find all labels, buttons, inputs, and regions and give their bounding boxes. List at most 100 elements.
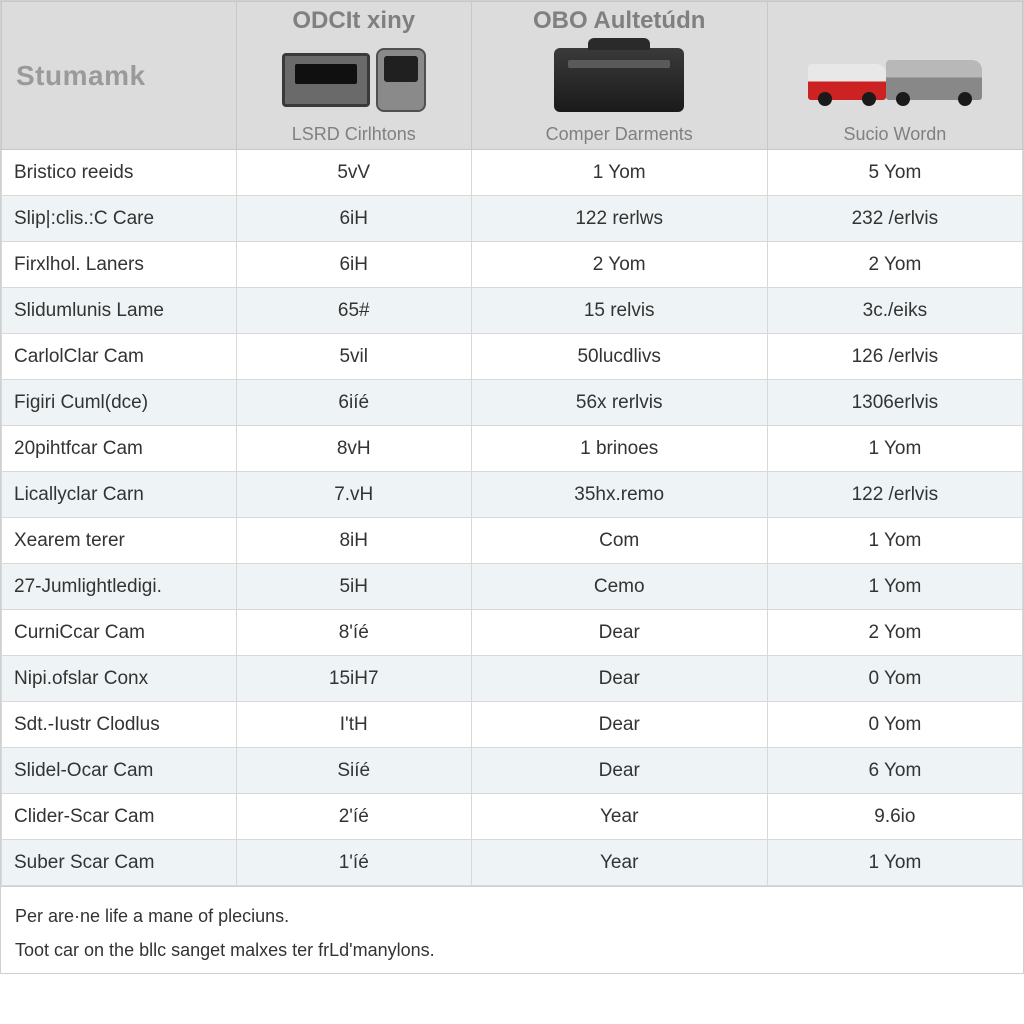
header-cell-2: OBO Aultetúdn Comper Darments: [471, 2, 767, 150]
header-cell-3: Sucio Wordn: [767, 2, 1022, 150]
table-cell: Slip|:clis.:C Care: [2, 196, 237, 242]
table-cell: 2 Yom: [471, 242, 767, 288]
table-row: Firxlhol. Laners6iH2 Yom2 Yom: [2, 242, 1023, 288]
table-cell: Xearem terer: [2, 518, 237, 564]
device-icon: [282, 53, 370, 107]
table-cell: Firxlhol. Laners: [2, 242, 237, 288]
table-cell: 1 Yom: [767, 426, 1022, 472]
table-cell: Suber Scar Cam: [2, 840, 237, 886]
table-cell: 27-Jumlightledigi.: [2, 564, 237, 610]
table-cell: 6iH: [236, 196, 471, 242]
table-cell: CurniCcar Cam: [2, 610, 237, 656]
table-cell: Dear: [471, 748, 767, 794]
table-cell: 6iíé: [236, 380, 471, 426]
table-cell: 7.vH: [236, 472, 471, 518]
table-cell: Cemo: [471, 564, 767, 610]
table-cell: 50lucdlivs: [471, 334, 767, 380]
table-row: Figiri Cuml(dce)6iíé56x rerlvis1306erlvi…: [2, 380, 1023, 426]
table-row: Xearem terer8iHCom1 Yom: [2, 518, 1023, 564]
table-cell: 122 /erlvis: [767, 472, 1022, 518]
table-row: Suber Scar Cam1'íéYear1 Yom: [2, 840, 1023, 886]
comparison-table-container: Stumamk ODCIt xiny LSRD Cirlhtons: [0, 0, 1024, 974]
header-image-devices: [241, 38, 467, 122]
comparison-table: Stumamk ODCIt xiny LSRD Cirlhtons: [1, 1, 1023, 886]
header-cell-0: Stumamk: [2, 2, 237, 150]
table-cell: 122 rerlws: [471, 196, 767, 242]
table-cell: Clider-Scar Cam: [2, 794, 237, 840]
table-cell: Com: [471, 518, 767, 564]
table-row: Slidumlunis Lame65#15 relvis3c./eiks: [2, 288, 1023, 334]
table-cell: 8vH: [236, 426, 471, 472]
header-subtitle-1: LSRD Cirlhtons: [292, 124, 416, 145]
header-subtitle-3: Sucio Wordn: [844, 124, 947, 145]
table-row: Nipi.ofslar Conx15iH7Dear0 Yom: [2, 656, 1023, 702]
table-row: Bristico reeids5vV1 Yom5 Yom: [2, 150, 1023, 196]
table-row: Sdt.-Iustr ClodlusI'tHDear0 Yom: [2, 702, 1023, 748]
car-red-icon: [808, 64, 886, 100]
table-cell: 232 /erlvis: [767, 196, 1022, 242]
table-cell: 1 brinoes: [471, 426, 767, 472]
table-cell: 5 Yom: [767, 150, 1022, 196]
table-row: Clider-Scar Cam2'íéYear9.6io: [2, 794, 1023, 840]
table-cell: 2 Yom: [767, 610, 1022, 656]
table-cell: 1 Yom: [767, 564, 1022, 610]
table-cell: 6 Yom: [767, 748, 1022, 794]
table-cell: Siíé: [236, 748, 471, 794]
table-cell: 15 relvis: [471, 288, 767, 334]
table-cell: 9.6io: [767, 794, 1022, 840]
table-row: Slidel-Ocar CamSiíéDear6 Yom: [2, 748, 1023, 794]
table-cell: Licallyclar Carn: [2, 472, 237, 518]
table-cell: 20pihtfcar Cam: [2, 426, 237, 472]
table-cell: 2 Yom: [767, 242, 1022, 288]
table-cell: Year: [471, 794, 767, 840]
table-cell: 1'íé: [236, 840, 471, 886]
table-header-row: Stumamk ODCIt xiny LSRD Cirlhtons: [2, 2, 1023, 150]
header-title-1: ODCIt xiny: [292, 8, 415, 34]
footer-note-line: Per are·ne life a mane of pleciuns.: [15, 899, 1009, 933]
header-cell-1: ODCIt xiny LSRD Cirlhtons: [236, 2, 471, 150]
table-cell: Figiri Cuml(dce): [2, 380, 237, 426]
table-cell: Slidel-Ocar Cam: [2, 748, 237, 794]
header-title-3: [892, 8, 899, 34]
table-cell: 35hx.remo: [471, 472, 767, 518]
header-title-0: Stumamk: [16, 60, 146, 92]
table-cell: 8iH: [236, 518, 471, 564]
table-cell: 0 Yom: [767, 656, 1022, 702]
scanner-icon: [376, 48, 426, 112]
car-grey-icon: [886, 60, 982, 100]
table-cell: 65#: [236, 288, 471, 334]
table-cell: 8'íé: [236, 610, 471, 656]
table-cell: 5vil: [236, 334, 471, 380]
table-cell: 15iH7: [236, 656, 471, 702]
header-subtitle-2: Comper Darments: [546, 124, 693, 145]
table-cell: CarlolClar Cam: [2, 334, 237, 380]
table-cell: Year: [471, 840, 767, 886]
table-cell: 3c./eiks: [767, 288, 1022, 334]
header-image-cars: [772, 38, 1018, 122]
footer-note-line: Toot car on the bllc sanget malxes ter f…: [15, 933, 1009, 967]
table-cell: Dear: [471, 656, 767, 702]
table-row: 20pihtfcar Cam8vH1 brinoes1 Yom: [2, 426, 1023, 472]
table-row: CurniCcar Cam8'íéDear2 Yom: [2, 610, 1023, 656]
table-cell: Dear: [471, 610, 767, 656]
table-cell: 56x rerlvis: [471, 380, 767, 426]
table-cell: 1306erlvis: [767, 380, 1022, 426]
table-cell: 1 Yom: [471, 150, 767, 196]
table-cell: I'tH: [236, 702, 471, 748]
table-cell: Dear: [471, 702, 767, 748]
table-cell: 1 Yom: [767, 518, 1022, 564]
table-cell: 2'íé: [236, 794, 471, 840]
table-cell: 5vV: [236, 150, 471, 196]
table-cell: 1 Yom: [767, 840, 1022, 886]
table-row: 27-Jumlightledigi.5iHCemo1 Yom: [2, 564, 1023, 610]
table-row: Slip|:clis.:C Care6iH122 rerlws232 /erlv…: [2, 196, 1023, 242]
table-cell: 6iH: [236, 242, 471, 288]
table-row: CarlolClar Cam5vil50lucdlivs126 /erlvis: [2, 334, 1023, 380]
battery-icon: [554, 48, 684, 112]
table-body: Bristico reeids5vV1 Yom5 YomSlip|:clis.:…: [2, 150, 1023, 886]
table-row: Licallyclar Carn7.vH35hx.remo122 /erlvis: [2, 472, 1023, 518]
table-cell: 5iH: [236, 564, 471, 610]
table-cell: Slidumlunis Lame: [2, 288, 237, 334]
table-cell: Bristico reeids: [2, 150, 237, 196]
table-cell: 126 /erlvis: [767, 334, 1022, 380]
